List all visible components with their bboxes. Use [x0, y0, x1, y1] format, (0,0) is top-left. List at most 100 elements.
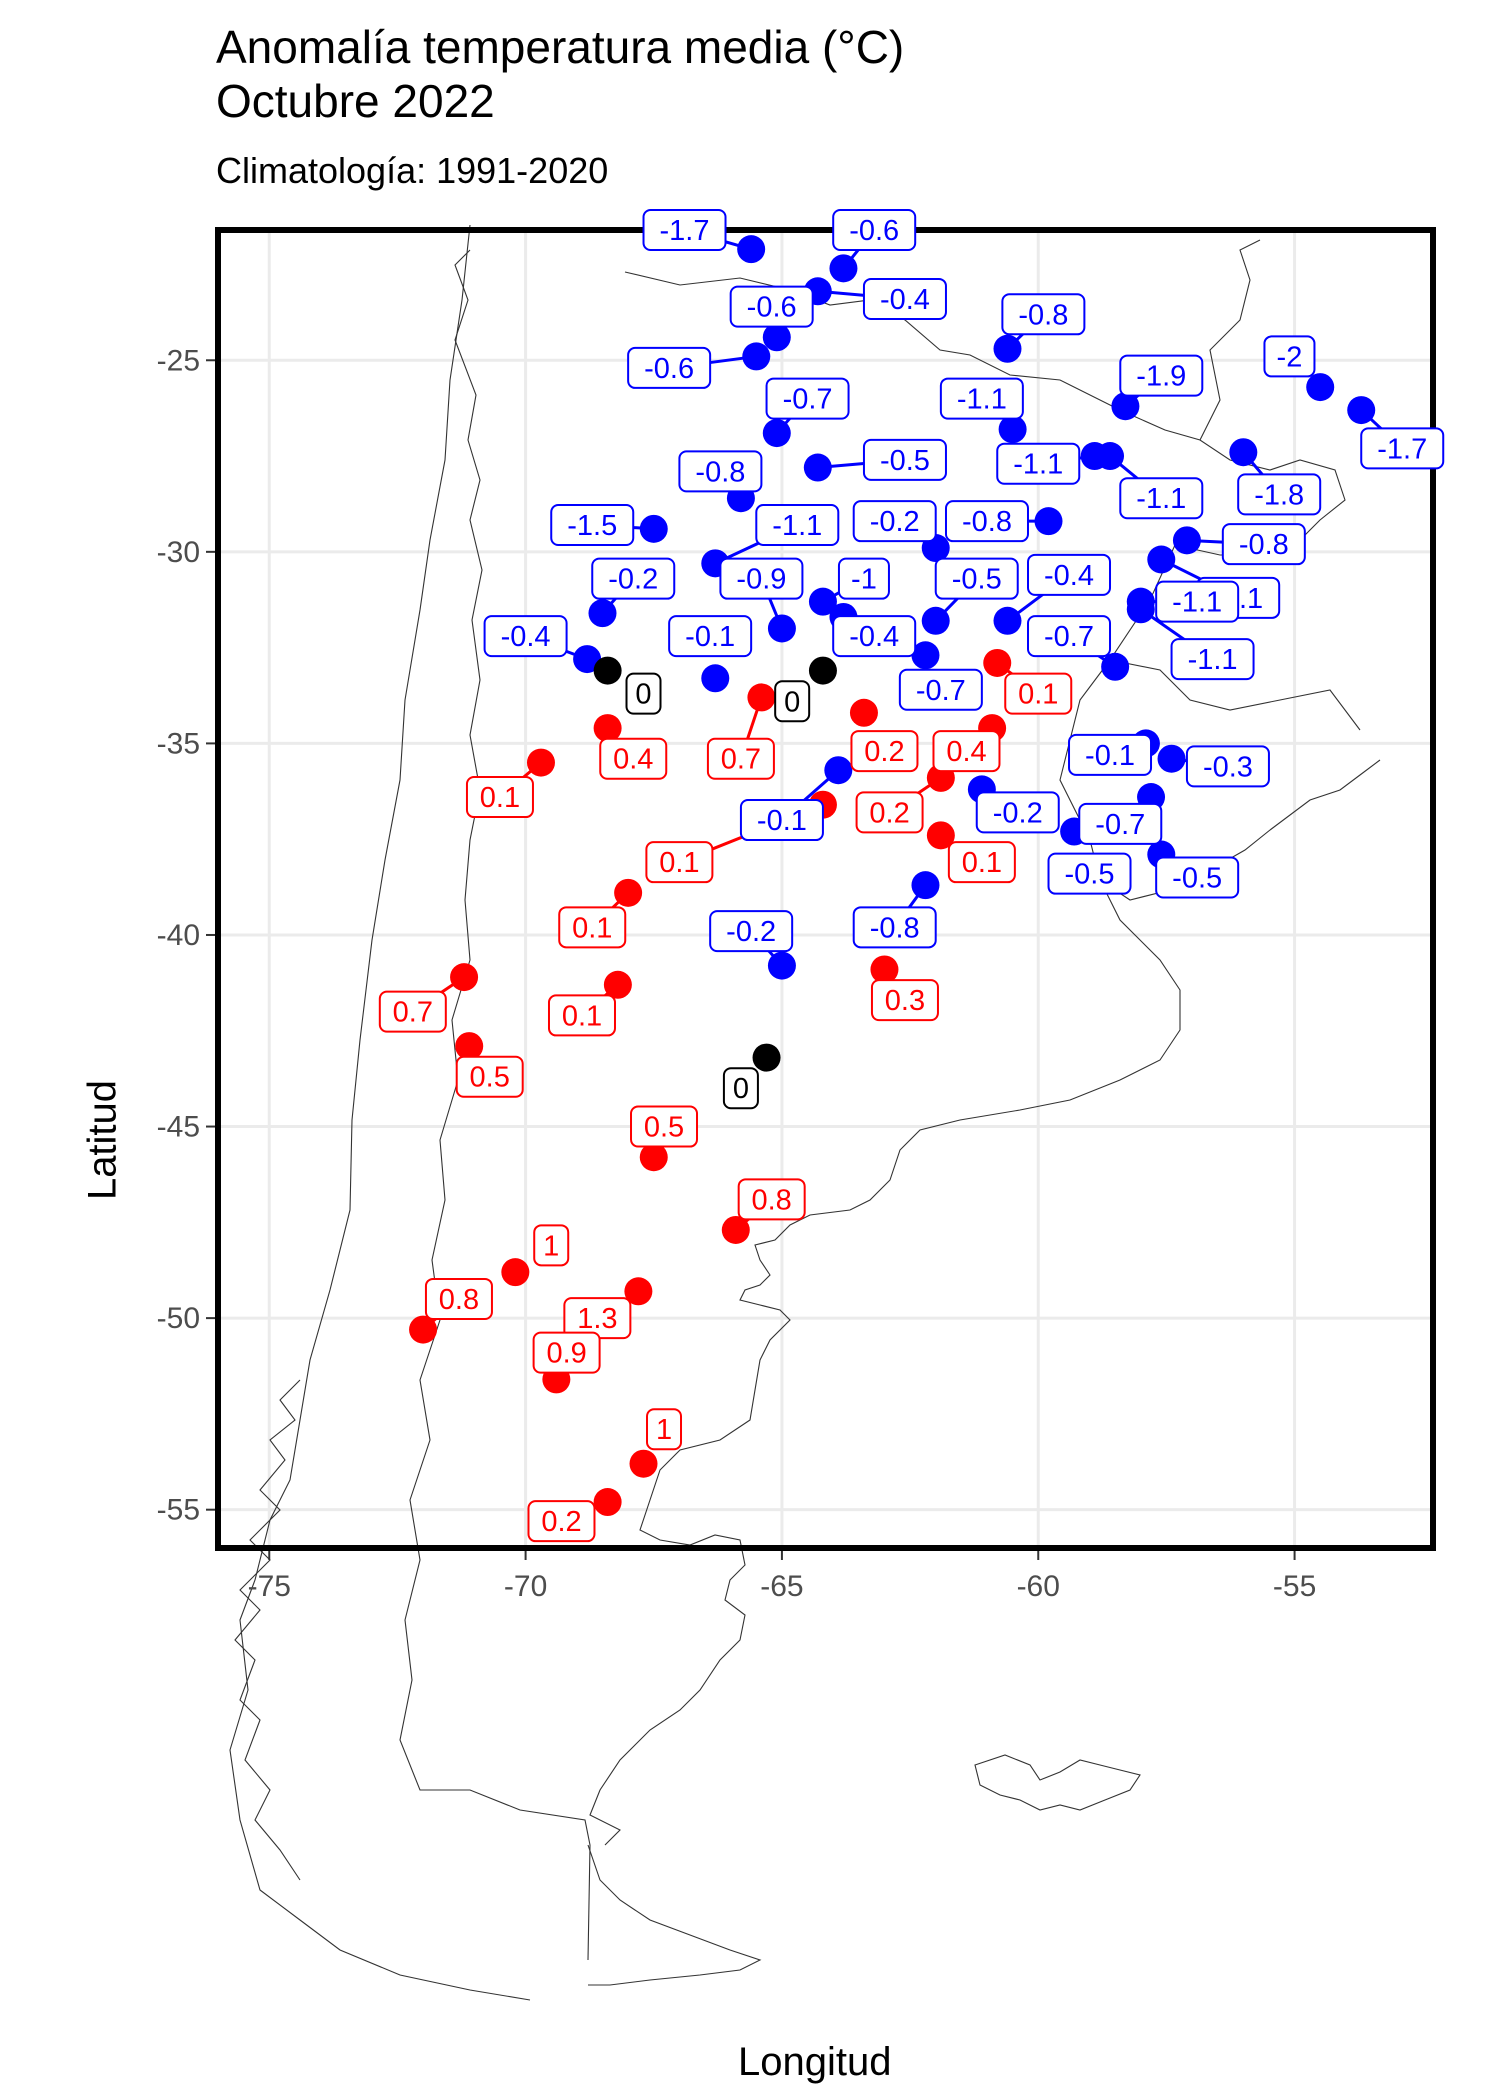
station-label: -0.8	[944, 500, 1029, 543]
station-label-text: -1.8	[1254, 479, 1304, 511]
station-point	[409, 1315, 438, 1344]
station-label-text: -0.4	[880, 284, 930, 316]
station-label-box	[1155, 856, 1240, 899]
station-label: -0.7	[1078, 802, 1163, 845]
station-label-text: -1.1	[1013, 449, 1063, 481]
station-label-text: -0.8	[1018, 299, 1068, 331]
station-point	[1229, 438, 1258, 467]
station-label-box	[599, 737, 668, 780]
station-point	[762, 419, 791, 448]
station-point	[993, 334, 1022, 363]
station-label-text: -0.1	[757, 805, 807, 837]
station-label-text: 0.1	[480, 782, 520, 814]
station-label-box	[483, 615, 568, 658]
station-label-text: -1	[851, 564, 877, 596]
station-point	[501, 1258, 530, 1287]
station-point	[803, 453, 832, 482]
station-label-box	[1263, 335, 1316, 378]
station-label-text: -0.5	[952, 564, 1002, 596]
station-label: -1.1	[1155, 580, 1240, 623]
station-label-box	[855, 791, 924, 834]
station-label-box	[424, 1277, 493, 1320]
station-point	[808, 656, 837, 685]
station-label-text: 0.2	[869, 797, 909, 829]
station-label-box	[1237, 473, 1322, 516]
station-label-text: 1	[656, 1414, 672, 1446]
station-label-text: -0.7	[1095, 809, 1145, 841]
station-point	[870, 955, 899, 984]
station-label-box	[719, 557, 804, 600]
station-point	[1101, 652, 1130, 681]
station-label: -0.5	[1155, 856, 1240, 899]
station-label-box	[934, 557, 1019, 600]
station-label-box	[550, 504, 635, 547]
atlantic-coastline	[589, 879, 1181, 1846]
x-tick-label: -55	[1273, 1570, 1316, 1603]
station-label: 0.1	[465, 776, 534, 819]
station-points	[409, 235, 1376, 1517]
station-label: 1	[646, 1408, 683, 1451]
station-label-text: -1.7	[660, 215, 710, 247]
station-label: -0.9	[719, 557, 804, 600]
station-label: -0.5	[862, 438, 947, 481]
station-label-text: 0.1	[659, 847, 699, 879]
station-label-box	[1078, 802, 1163, 845]
station-label-box	[898, 668, 983, 711]
chart-subtitle: Climatología: 1991-2020	[216, 150, 609, 191]
station-point	[737, 235, 766, 264]
station-point	[998, 415, 1027, 444]
station-label-box	[870, 979, 939, 1022]
station-point	[629, 1449, 658, 1478]
station-label-text: -0.4	[501, 621, 551, 653]
station-label-text: -0.7	[1044, 621, 1094, 653]
station-label-box	[465, 776, 534, 819]
uruguay-border	[1059, 544, 1381, 901]
station-label-text: 0.1	[562, 1000, 602, 1032]
y-tick-label: -25	[157, 344, 200, 377]
station-label: -1.1	[939, 377, 1024, 420]
x-tick-label: -70	[504, 1570, 547, 1603]
station-point	[701, 664, 730, 693]
station-label-text: 0.2	[864, 736, 904, 768]
y-tick-label: -40	[157, 919, 200, 952]
station-label-text: -0.7	[916, 675, 966, 707]
station-labels: -1.7 -0.6 -0.4 -0.6 -0.6 -0.8 -1.9 -2 -1.7 -0.7 -1…	[378, 209, 1445, 1543]
station-label-text: -0.8	[962, 506, 1012, 538]
station-point	[1096, 442, 1125, 471]
station-point	[767, 951, 796, 980]
station-point	[573, 645, 602, 674]
station-label-text: -0.8	[695, 456, 745, 488]
station-point	[1157, 744, 1186, 773]
station-label-text: 0.1	[572, 912, 612, 944]
station-point	[593, 714, 622, 743]
y-tick-label: -50	[157, 1302, 200, 1335]
station-label-text: -1.5	[567, 510, 617, 542]
station-label: -0.6	[832, 209, 917, 251]
chile-archipelago	[234, 1379, 301, 1881]
station-label: 0.1	[1004, 672, 1073, 715]
x-axis-label: Longitud	[738, 2040, 892, 2084]
station-label: -0.7	[898, 668, 983, 711]
paraguay-brazil-border	[1199, 239, 1261, 441]
station-label: 0.1	[558, 906, 627, 949]
station-label-box	[1170, 638, 1255, 681]
station-label: 0.9	[532, 1331, 601, 1374]
station-label-box	[1001, 293, 1086, 336]
station-point	[926, 821, 955, 850]
station-label: 0.1	[547, 994, 616, 1037]
station-label-box	[642, 209, 727, 251]
station-label-text: -1.7	[1377, 433, 1427, 465]
axis-ticks: -75 -70 -65 -60 -55 -25 -30 -35 -40 -45 -50 -55	[157, 344, 1317, 1603]
station-point	[911, 871, 940, 900]
basemap-outlines	[229, 224, 1381, 2001]
station-label-text: -0.7	[783, 384, 833, 416]
station-label: -1.1	[1119, 477, 1204, 520]
station-label-box	[944, 500, 1029, 543]
station-label-text: 0	[784, 686, 800, 718]
station-label-text: 0.2	[541, 1506, 581, 1538]
panel-frame	[215, 227, 1436, 1551]
station-point	[588, 599, 617, 628]
station-label: -0.4	[832, 615, 917, 658]
station-label: 0.4	[599, 737, 668, 780]
station-label: -0.4	[483, 615, 568, 658]
